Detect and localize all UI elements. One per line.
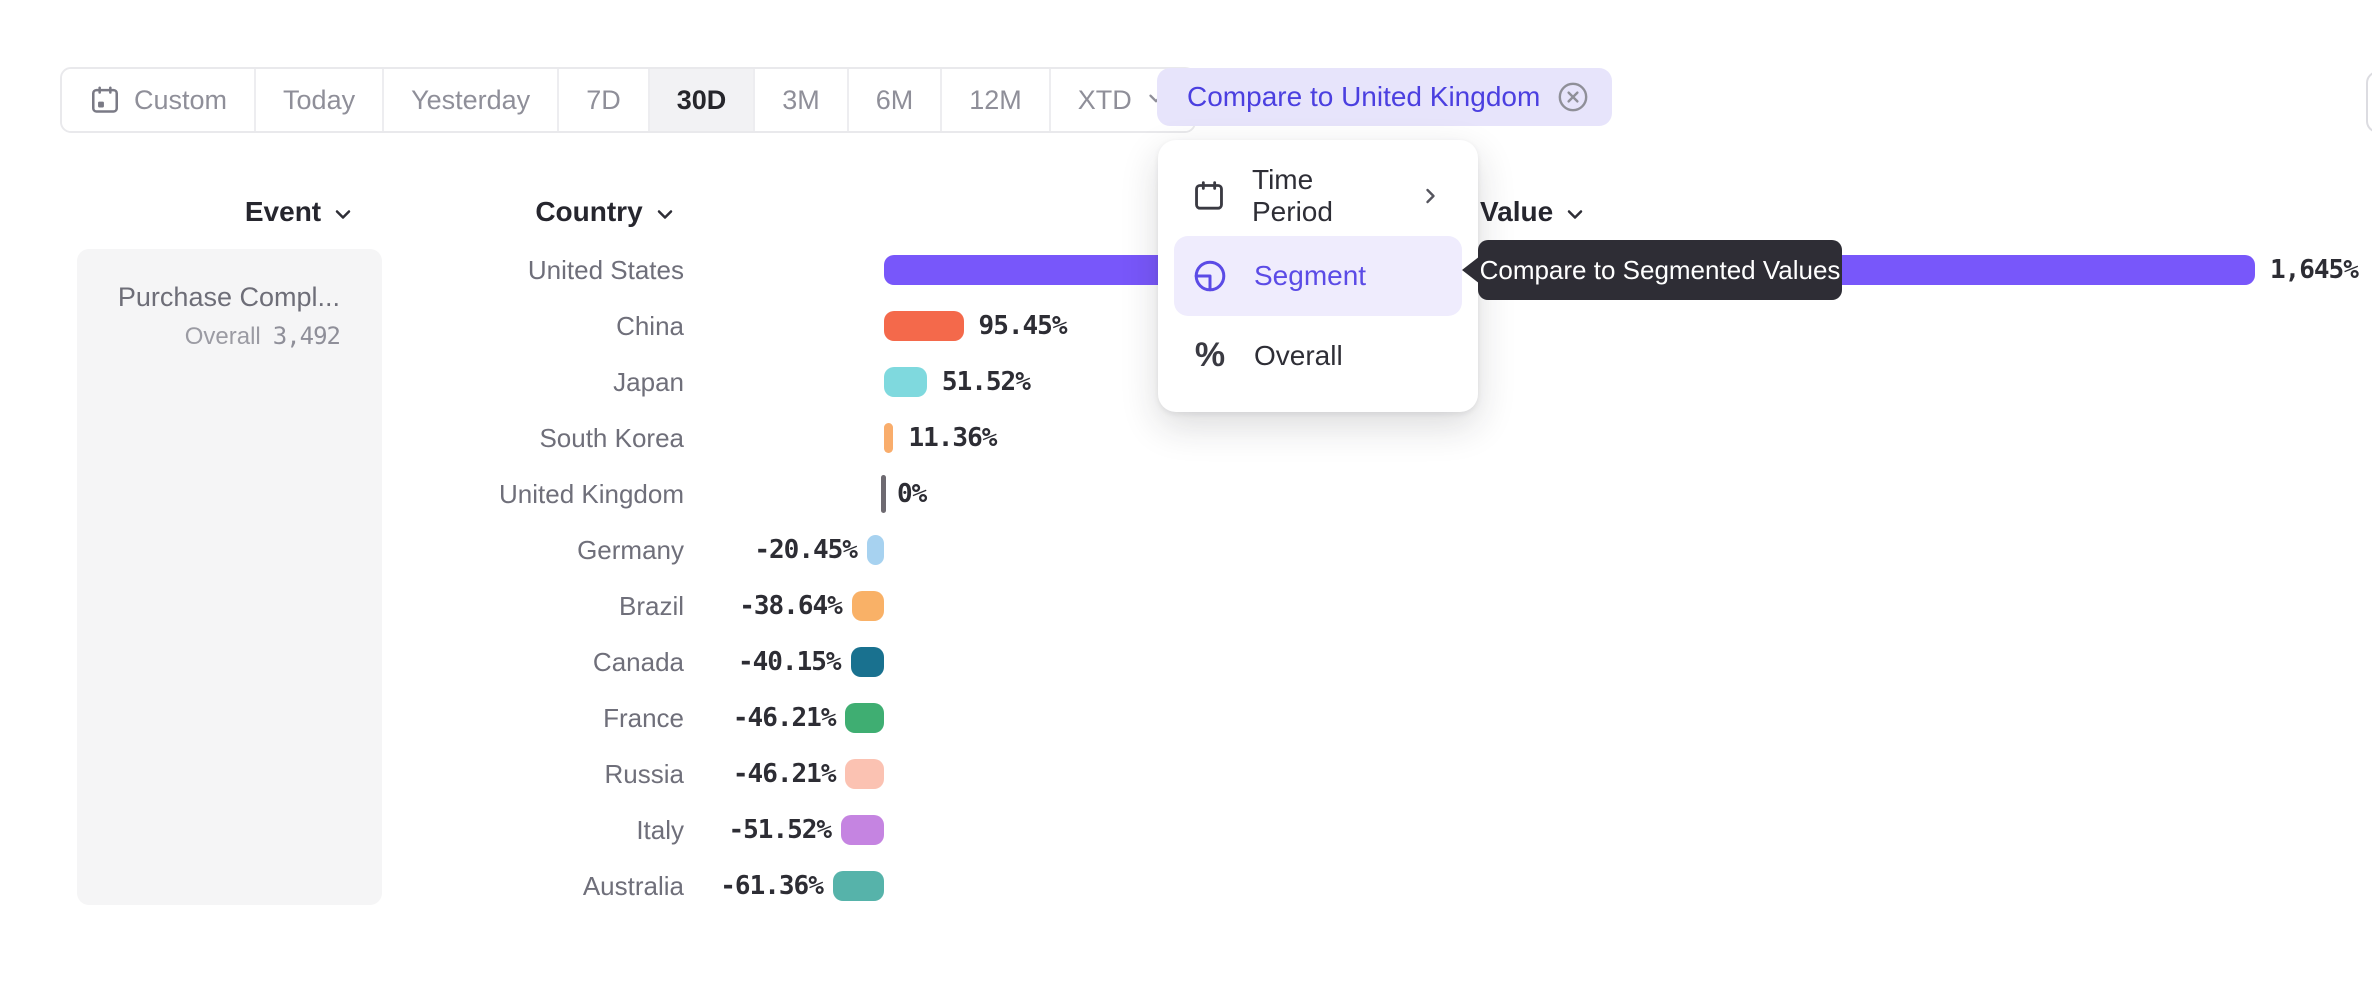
column-header-value[interactable]: Value	[1480, 192, 1587, 232]
time-range-6m[interactable]: 6M	[848, 69, 943, 131]
value-label-canada: -40.15%	[737, 647, 842, 677]
country-label-australia: Australia	[582, 871, 684, 901]
time-range-label: 3M	[782, 84, 820, 115]
compare-dropdown-menu: Time Period Segment% Overall	[1158, 140, 1478, 412]
menu-item-label: Time Period	[1252, 164, 1333, 227]
bar-china[interactable]	[884, 311, 964, 341]
country-label-brazil: Brazil	[618, 591, 684, 621]
menu-item-label: Segment	[1254, 260, 1367, 291]
compare-chip-label: Compare to United Kingdom	[1187, 81, 1541, 112]
column-header-value-label: Value	[1480, 196, 1554, 227]
value-label-united-kingdom: 0%	[897, 479, 927, 509]
time-range-label: Custom	[134, 84, 228, 115]
time-range-label: Today	[283, 84, 356, 115]
bar-canada[interactable]	[850, 647, 884, 677]
value-label-germany: -20.45%	[754, 535, 858, 565]
overall-label: Overall	[184, 323, 261, 350]
time-range-label: 6M	[875, 84, 914, 115]
country-label-germany: Germany	[577, 535, 684, 565]
country-label-south-korea: South Korea	[539, 423, 684, 453]
bar-germany[interactable]	[866, 535, 884, 565]
country-label-china: China	[616, 311, 684, 341]
value-label-russia: -46.21%	[732, 759, 837, 789]
time-range-yesterday[interactable]: Yesterday	[384, 69, 560, 131]
column-header-country[interactable]: Country	[496, 192, 716, 232]
calendar-icon	[1195, 181, 1223, 210]
value-label-australia: -61.36%	[720, 871, 824, 901]
bar-france[interactable]	[845, 703, 884, 733]
baseline-tick	[881, 475, 886, 513]
country-label-japan: Japan	[613, 367, 684, 397]
country-label-united-kingdom: United Kingdom	[499, 479, 684, 509]
value-label-japan: 51.52%	[941, 367, 1031, 397]
value-label-italy: -51.52%	[728, 815, 832, 845]
country-label-united-states: United States	[527, 255, 684, 285]
calendar-icon	[92, 86, 119, 113]
bar-south-korea[interactable]	[884, 423, 894, 453]
time-range-label: 12M	[969, 84, 1022, 115]
tooltip-text: Compare to Segmented Values	[1479, 254, 1841, 285]
menu-item-label: Overall	[1254, 340, 1343, 371]
time-range-3m[interactable]: 3M	[755, 69, 849, 131]
time-range-label: 30D	[676, 84, 727, 115]
country-label-canada: Canada	[592, 647, 684, 677]
time-range-label: XTD	[1077, 84, 1132, 115]
tooltip: Compare to Segmented Values	[1462, 240, 1842, 300]
compare-to-chip[interactable]: Compare to United Kingdom	[1157, 68, 1613, 126]
column-header-event[interactable]: Event	[190, 192, 410, 232]
time-range-control: Custom Today Yesterday 7D 30D 3M 6M 12M XTD	[60, 67, 1196, 133]
time-range-30d[interactable]: 30D	[649, 69, 756, 131]
time-range-12m[interactable]: 12M	[942, 69, 1051, 131]
bar-australia[interactable]	[832, 871, 884, 901]
chevron-down-icon	[1567, 210, 1583, 219]
percent-icon: %	[1194, 335, 1226, 374]
time-range-custom[interactable]: Custom	[62, 69, 257, 131]
time-range-label: 7D	[586, 84, 621, 115]
menu-item-overall[interactable]: % Overall	[1174, 316, 1462, 396]
value-label-brazil: -38.64%	[739, 591, 843, 621]
bar-italy[interactable]	[841, 815, 884, 845]
bar-russia[interactable]	[845, 759, 884, 789]
country-label-italy: Italy	[636, 815, 684, 845]
value-label-china: 95.45%	[978, 311, 1068, 341]
country-label-russia: Russia	[604, 759, 684, 789]
time-range-7d[interactable]: 7D	[559, 69, 650, 131]
event-overall-row: Overall 3,492	[97, 320, 341, 353]
bar-brazil[interactable]	[851, 591, 884, 621]
menu-item-time-period[interactable]: Time Period	[1174, 156, 1462, 236]
value-label-south-korea: 11.36%	[908, 423, 997, 453]
country-label-france: France	[603, 703, 684, 733]
bar-japan[interactable]	[884, 367, 927, 397]
chevron-right-icon	[1426, 188, 1435, 204]
chevron-down-icon	[335, 210, 351, 219]
segment-icon	[1194, 260, 1226, 292]
event-name: Purchase Compl...	[117, 282, 340, 312]
time-range-today[interactable]: Today	[256, 69, 385, 131]
event-card[interactable]: Purchase Compl... Overall 3,492	[77, 249, 382, 905]
overall-value: 3,492	[272, 322, 341, 350]
chevron-down-icon	[657, 210, 672, 219]
menu-item-segment[interactable]: Segment	[1174, 236, 1462, 316]
value-label-france: -46.21%	[732, 703, 837, 733]
column-header-country-label: Country	[535, 196, 643, 227]
value-label-united-states: 1,645%	[2269, 255, 2359, 285]
time-range-label: Yesterday	[411, 84, 531, 115]
column-header-event-label: Event	[244, 196, 322, 227]
remove-comparison-icon[interactable]	[1556, 80, 1590, 114]
